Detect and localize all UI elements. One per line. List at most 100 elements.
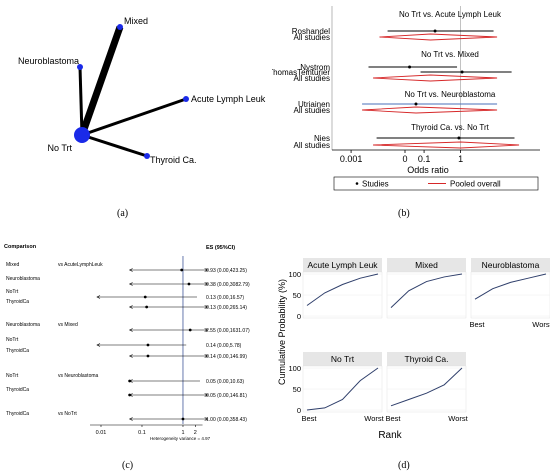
comparison-reference: vs Mixed <box>58 322 78 328</box>
point-estimate <box>180 268 184 272</box>
comparison-label: Neuroblastoma <box>6 322 40 328</box>
study-label: All studies <box>294 141 330 150</box>
comparison-label: ThyroidCa <box>6 348 29 354</box>
study-label: All studies <box>294 74 330 83</box>
study-point <box>460 70 464 74</box>
pooled-diamond <box>362 106 498 114</box>
point-estimate <box>146 343 150 347</box>
x-axis-title: Rank <box>378 430 402 441</box>
network-node-label: Thyroid Ca. <box>150 155 197 165</box>
network-node <box>183 96 189 102</box>
axis-tick-label: 0.1 <box>418 154 431 164</box>
forest-plot-c: Comparison ES (95%CI) Mixed vs AcuteLymphLe… <box>4 244 250 441</box>
y-tick-label: 100 <box>288 270 301 279</box>
point-estimate <box>143 295 147 299</box>
network-edge <box>78 25 124 137</box>
network-node <box>117 24 123 30</box>
legend-label: Studies <box>362 180 389 189</box>
comparison-label: ThyroidCa <box>6 411 29 417</box>
label-c: (c) <box>122 460 134 471</box>
axis-tick-label: 0 <box>402 154 407 164</box>
comparison-reference: vs NoTrt <box>58 411 77 417</box>
column-header: ES (95%CI) <box>206 245 235 251</box>
facet-title: No Trt <box>331 354 355 364</box>
effect-size-text: 9.38 (0.00,3082.79) <box>206 282 250 288</box>
point-estimate <box>187 282 191 286</box>
legend-marker-studies <box>355 182 359 185</box>
network-plot: Mixed Neuroblastoma Acute Lymph Leuk No Trt… <box>18 16 266 165</box>
rank-line <box>390 273 463 308</box>
y-axis-title: Cumulative Probability (%) <box>277 279 287 385</box>
heterogeneity-note: Heterogeneity variance = 4.97 <box>150 436 211 441</box>
facet-title: Neuroblastoma <box>482 260 540 270</box>
study-label: Nystrom <box>300 63 330 72</box>
effect-size-text: 0.13 (0.00,16.57) <box>206 295 244 301</box>
x-tick-label: Best <box>469 320 485 329</box>
comparison-label: ThyroidCa <box>6 387 29 393</box>
column-header: Comparison <box>4 244 37 250</box>
study-label: ThomasTeinturier <box>272 68 330 77</box>
comparison-label: Mixed <box>6 262 20 268</box>
network-node-label: Mixed <box>124 16 148 26</box>
facet-header <box>303 258 382 272</box>
label-a: (a) <box>117 208 129 219</box>
y-tick-label: 50 <box>293 385 301 394</box>
axis-title: Odds ratio <box>407 165 449 175</box>
rankogram-chart: Cumulative Probability (%) Rank Acute Lymp… <box>277 258 550 441</box>
axis-tick-label: 0.01 <box>96 430 107 436</box>
axis-tick-label: 0.1 <box>138 430 146 436</box>
comparison-label: ThyroidCa <box>6 299 29 305</box>
effect-size-text: 0.14 (0.00,5.78) <box>206 343 242 349</box>
rank-line <box>306 273 379 306</box>
study-point <box>408 65 412 69</box>
network-edge <box>78 66 84 136</box>
study-label: All studies <box>294 106 330 115</box>
effect-size-text: 0.14 (0.00,146.99) <box>206 354 247 360</box>
x-tick-label: Worst <box>448 414 468 423</box>
point-estimate <box>145 305 149 309</box>
y-tick-label: 50 <box>293 291 301 300</box>
effect-size-text: 2.55 (0.00,1631.07) <box>206 328 250 334</box>
comparison-header: No Trt vs. Acute Lymph Leuk <box>399 10 502 19</box>
network-node-label: Acute Lymph Leuk <box>191 94 266 104</box>
forest-plot-b: No Trt vs. Acute Lymph Leuk No Trt vs. Mi… <box>272 6 540 191</box>
comparison-header: No Trt vs. Neuroblastoma <box>405 90 496 99</box>
y-tick-label: 0 <box>297 312 301 321</box>
axis-tick-label: 0.001 <box>340 154 363 164</box>
label-b: (b) <box>398 208 410 219</box>
comparison-reference: vs Neuroblastoma <box>58 373 99 379</box>
study-point <box>414 102 418 106</box>
network-edge <box>81 133 148 158</box>
axis-tick-label: 2 <box>194 430 197 436</box>
facet-header <box>387 258 466 272</box>
rank-line <box>306 367 379 411</box>
network-node-label: No Trt <box>47 143 72 153</box>
legend-label: Pooled overall <box>450 180 501 189</box>
network-node <box>77 64 83 70</box>
label-d: (d) <box>398 460 410 471</box>
comparison-header: Thyroid Ca. vs. No Trt <box>411 123 490 132</box>
study-point <box>457 136 461 140</box>
pooled-diamond <box>373 141 520 149</box>
study-point <box>433 29 437 33</box>
comparison-label: NoTrt <box>6 289 19 295</box>
facet-title: Thyroid Ca. <box>405 354 449 364</box>
rank-line <box>474 273 547 300</box>
facet-title: Acute Lymph Leuk <box>307 260 378 270</box>
facet-header <box>387 352 466 366</box>
facet-header <box>303 352 382 366</box>
effect-size-text: 0.05 (0.00,146.81) <box>206 393 247 399</box>
axis-tick-label: 1 <box>458 154 463 164</box>
point-estimate <box>128 393 132 397</box>
comparison-label: Neuroblastoma <box>6 276 40 282</box>
network-node <box>74 127 90 143</box>
x-tick-label: Best <box>301 414 317 423</box>
x-tick-label: Worst <box>532 320 550 329</box>
comparison-reference: vs AcuteLymphLeuk <box>58 262 103 268</box>
rank-line <box>390 367 463 407</box>
facet-header <box>471 258 550 272</box>
pooled-diamond <box>379 33 498 41</box>
study-label: Utriainen <box>298 100 330 109</box>
effect-size-text: 0.93 (0.00,423.25) <box>206 268 247 274</box>
network-edge <box>81 97 187 137</box>
